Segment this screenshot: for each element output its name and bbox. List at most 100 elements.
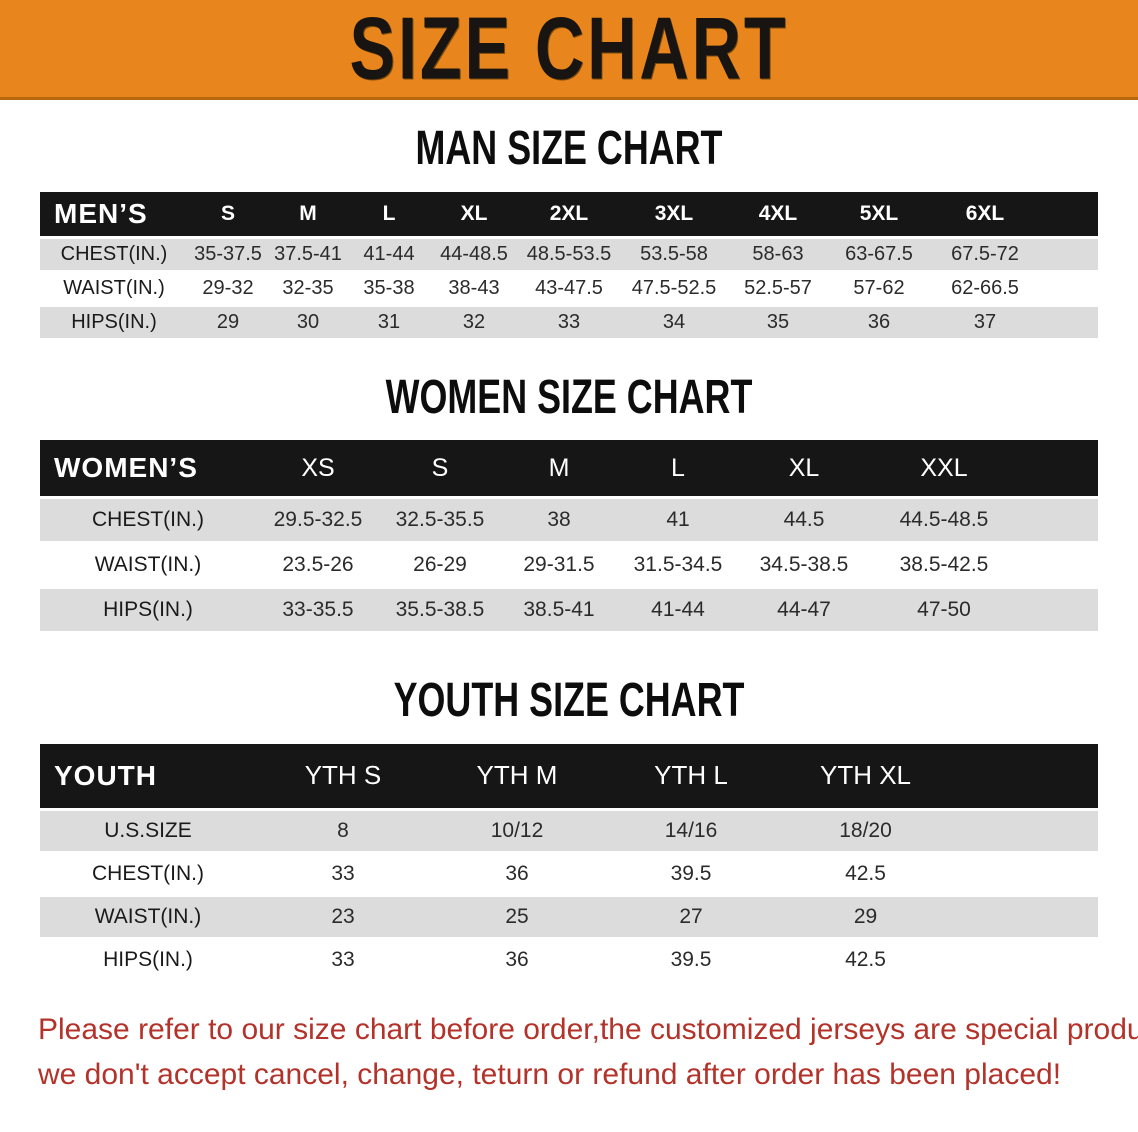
size-column-header: 4XL	[728, 191, 828, 236]
size-cell: 35-37.5	[188, 238, 268, 270]
banner-title: SIZE CHART	[349, 0, 789, 98]
size-cell: 10/12	[430, 810, 604, 851]
size-cell: 33-35.5	[256, 589, 380, 632]
size-cell: 63-67.5	[828, 238, 930, 270]
size-column-header: YTH XL	[778, 743, 953, 808]
row-filler	[953, 896, 1098, 937]
disclaimer-line-1: Please refer to our size chart before or…	[38, 1012, 1138, 1046]
size-cell: 29-31.5	[500, 544, 618, 587]
table-row: HIPS(IN.) 33-35.5 35.5-38.5 38.5-41 41-44 44-…	[40, 589, 1098, 632]
size-cell: 41-44	[348, 238, 430, 270]
row-filler	[1040, 306, 1098, 338]
table-row: WAIST(IN.) 23 25 27 29	[40, 896, 1098, 937]
row-filler	[953, 810, 1098, 851]
size-cell: 52.5-57	[728, 272, 828, 304]
size-cell: 35-38	[348, 272, 430, 304]
size-cell: 35	[728, 306, 828, 338]
size-cell: 32-35	[268, 272, 348, 304]
size-cell: 41	[618, 499, 738, 542]
size-column-header: YTH L	[604, 743, 778, 808]
size-column-header: 3XL	[620, 191, 728, 236]
table-row: WAIST(IN.) 23.5-26 26-29 29-31.5 31.5-34.5 34…	[40, 544, 1098, 587]
size-cell: 38.5-42.5	[870, 544, 1018, 587]
table-row: CHEST(IN.) 35-37.5 37.5-41 41-44 44-48.5 48.5…	[40, 238, 1098, 270]
men-header-row: MEN’S S M L XL 2XL 3XL 4XL 5XL 6XL	[40, 191, 1098, 236]
size-cell: 29-32	[188, 272, 268, 304]
size-cell: 44.5-48.5	[870, 499, 1018, 542]
size-column-header: 2XL	[518, 191, 620, 236]
men-size-table: MEN’S S M L XL 2XL 3XL 4XL 5XL 6XL CHEST(IN.) 35-3…	[40, 189, 1098, 341]
header-filler	[1018, 440, 1098, 497]
size-cell: 14/16	[604, 810, 778, 851]
size-cell: 32.5-35.5	[380, 499, 500, 542]
size-cell: 33	[518, 306, 620, 338]
size-cell: 31.5-34.5	[618, 544, 738, 587]
size-column-header: L	[348, 191, 430, 236]
size-cell: 44.5	[738, 499, 870, 542]
table-row: HIPS(IN.) 29 30 31 32 33 34 35 36 37	[40, 306, 1098, 338]
table-row: U.S.SIZE 8 10/12 14/16 18/20	[40, 810, 1098, 851]
size-cell: 38.5-41	[500, 589, 618, 632]
size-column-header: XS	[256, 440, 380, 497]
disclaimer-line-2: we don't accept cancel, change, teturn o…	[38, 1057, 1062, 1091]
header-filler	[953, 743, 1098, 808]
size-cell: 34.5-38.5	[738, 544, 870, 587]
size-cell: 36	[430, 853, 604, 894]
size-cell: 29	[778, 896, 953, 937]
size-column-header: S	[380, 440, 500, 497]
row-filler	[953, 853, 1098, 894]
youth-size-table: YOUTH YTH S YTH M YTH L YTH XL U.S.SIZE 8 10/1…	[40, 741, 1098, 983]
table-row: CHEST(IN.) 29.5-32.5 32.5-35.5 38 41 44.5 44.5…	[40, 499, 1098, 542]
table-row: CHEST(IN.) 33 36 39.5 42.5	[40, 853, 1098, 894]
size-cell: 23	[256, 896, 430, 937]
row-filler	[1018, 499, 1098, 542]
size-cell: 26-29	[380, 544, 500, 587]
size-cell: 35.5-38.5	[380, 589, 500, 632]
size-column-header: 5XL	[828, 191, 930, 236]
size-column-header: YTH M	[430, 743, 604, 808]
size-cell: 39.5	[604, 853, 778, 894]
size-cell: 23.5-26	[256, 544, 380, 587]
women-size-chart-heading: WOMEN SIZE CHART	[385, 368, 753, 423]
size-column-header: YTH S	[256, 743, 430, 808]
women-size-table: WOMEN’S XS S M L XL XXL CHEST(IN.) 29.5-32.5 32.…	[40, 437, 1098, 634]
row-label: CHEST(IN.)	[40, 238, 188, 270]
table-row: HIPS(IN.) 33 36 39.5 42.5	[40, 939, 1098, 980]
table-label-header: WOMEN’S	[40, 440, 256, 497]
table-row: WAIST(IN.) 29-32 32-35 35-38 38-43 43-47.5 47.…	[40, 272, 1098, 304]
size-cell: 18/20	[778, 810, 953, 851]
size-cell: 57-62	[828, 272, 930, 304]
row-label: HIPS(IN.)	[40, 306, 188, 338]
size-cell: 37	[930, 306, 1040, 338]
size-column-header: M	[500, 440, 618, 497]
size-cell: 67.5-72	[930, 238, 1040, 270]
row-filler	[953, 939, 1098, 980]
size-column-header: 6XL	[930, 191, 1040, 236]
row-label: U.S.SIZE	[40, 810, 256, 851]
row-label: CHEST(IN.)	[40, 853, 256, 894]
size-cell: 36	[828, 306, 930, 338]
women-header-row: WOMEN’S XS S M L XL XXL	[40, 440, 1098, 497]
header-filler	[1040, 191, 1098, 236]
row-label: WAIST(IN.)	[40, 896, 256, 937]
row-filler	[1018, 589, 1098, 632]
size-cell: 37.5-41	[268, 238, 348, 270]
youth-header-row: YOUTH YTH S YTH M YTH L YTH XL	[40, 743, 1098, 808]
size-cell: 39.5	[604, 939, 778, 980]
size-cell: 47-50	[870, 589, 1018, 632]
size-cell: 38	[500, 499, 618, 542]
size-chart-banner: SIZE CHART	[0, 0, 1138, 100]
size-cell: 42.5	[778, 939, 953, 980]
size-cell: 44-48.5	[430, 238, 518, 270]
size-cell: 32	[430, 306, 518, 338]
size-cell: 33	[256, 853, 430, 894]
size-cell: 8	[256, 810, 430, 851]
size-cell: 29.5-32.5	[256, 499, 380, 542]
row-label: CHEST(IN.)	[40, 499, 256, 542]
size-cell: 31	[348, 306, 430, 338]
youth-size-chart-heading: YOUTH SIZE CHART	[393, 671, 745, 727]
size-cell: 48.5-53.5	[518, 238, 620, 270]
size-cell: 44-47	[738, 589, 870, 632]
row-label: WAIST(IN.)	[40, 544, 256, 587]
